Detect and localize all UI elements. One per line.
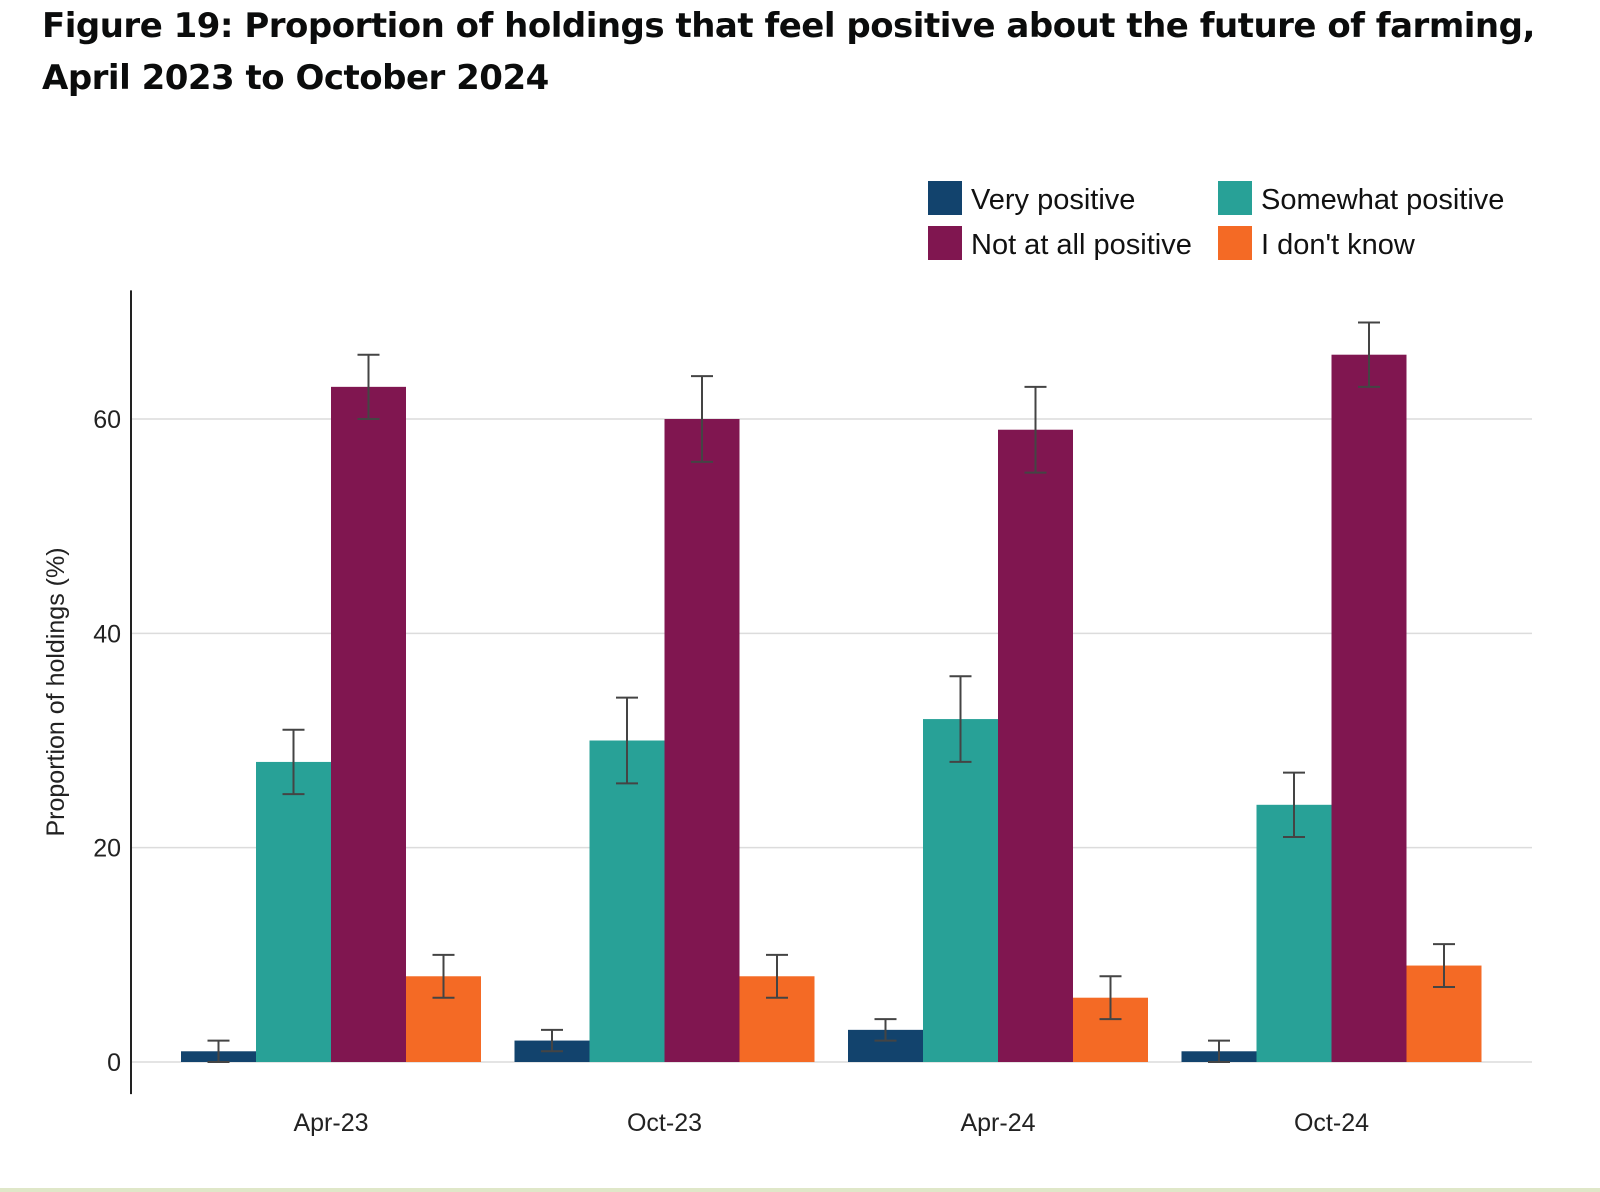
error-bars (207, 321, 1455, 1063)
y-tick-label: 40 (93, 620, 121, 648)
bar-not-at-all-positive-apr-23 (331, 386, 406, 1063)
axes: 0 20 40 60 Apr-23 Oct-23 Apr-24 Oct-24 (93, 290, 1369, 1137)
bar-somewhat-positive-oct-23 (589, 740, 665, 1062)
legend-swatch (1218, 226, 1252, 260)
legend-label: Somewhat positive (1261, 184, 1504, 216)
legend-swatch (1218, 181, 1252, 215)
x-tick-label: Apr-24 (960, 1109, 1035, 1137)
y-tick-label: 20 (93, 835, 121, 863)
bar-somewhat-positive-apr-23 (256, 761, 331, 1062)
y-tick-label: 0 (107, 1049, 121, 1077)
y-axis-label: Proportion of holdings (%) (42, 547, 70, 836)
x-tick-label: Apr-23 (293, 1109, 368, 1137)
bar-not-at-all-positive-apr-24 (998, 429, 1073, 1062)
y-tick-label: 60 (93, 406, 121, 434)
bar-somewhat-positive-apr-24 (923, 719, 998, 1062)
legend-swatch (928, 181, 962, 215)
legend: Very positive Somewhat positive Not at all… (928, 181, 1504, 261)
chart-title: Figure 19: Proportion of holdings that f… (42, 6, 1535, 98)
bottom-rule (0, 1188, 1600, 1192)
bar-not-at-all-positive-oct-23 (664, 419, 740, 1062)
legend-label: Very positive (971, 184, 1135, 216)
legend-swatch (928, 226, 962, 260)
x-tick-label: Oct-24 (1294, 1109, 1369, 1137)
x-tick-label: Oct-23 (627, 1109, 702, 1137)
legend-label: Not at all positive (971, 229, 1192, 261)
bar-somewhat-positive-oct-24 (1256, 804, 1332, 1062)
bars (181, 354, 1482, 1063)
legend-label: I don't know (1261, 229, 1416, 261)
bar-not-at-all-positive-oct-24 (1331, 354, 1407, 1062)
